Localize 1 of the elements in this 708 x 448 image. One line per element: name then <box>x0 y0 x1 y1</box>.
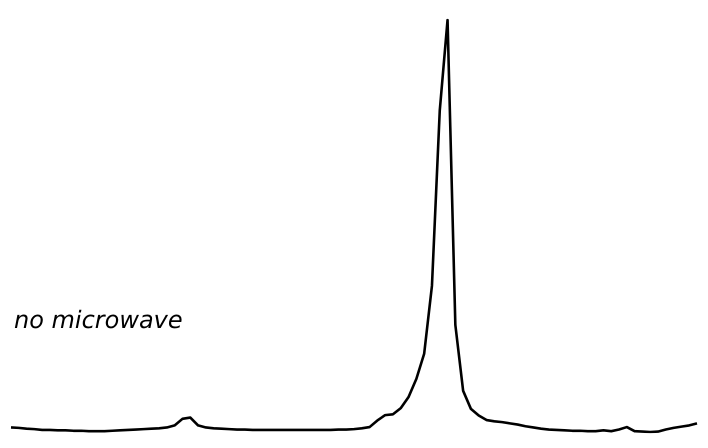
annotation: no microwave <box>14 306 183 334</box>
